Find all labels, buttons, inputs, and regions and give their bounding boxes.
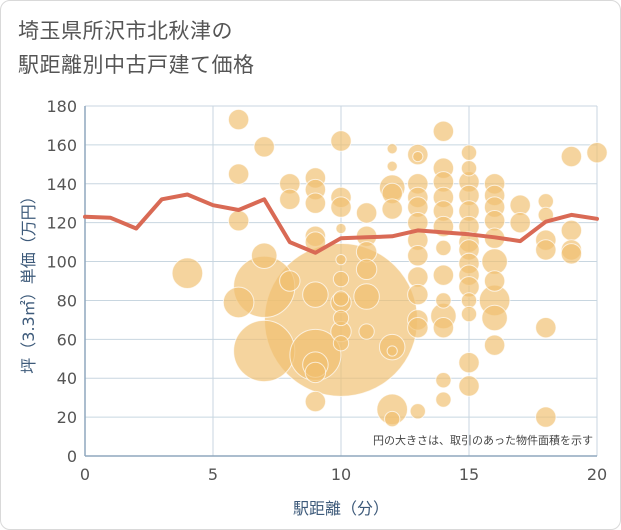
bubble-size-note: 円の大きさは、取引のあった物件面積を示す — [373, 433, 593, 447]
bubble-point — [250, 242, 278, 269]
bubble-point — [335, 254, 347, 266]
bubble-point — [330, 196, 352, 218]
y-tick-label: 100 — [46, 253, 77, 272]
bubble-point — [460, 305, 478, 323]
bubble-point — [537, 193, 554, 210]
bubble-point — [386, 143, 398, 155]
axis-ticks: 0 20 40 60 80 100 120 140 160 180 0 5 10 15 20 — [46, 97, 607, 484]
bubble-point — [460, 144, 478, 161]
bubble-point — [386, 345, 398, 357]
bubble-point — [435, 239, 452, 257]
chart-title: 埼玉県所沢市北秋津の 駅距離別中古戸建て価格 — [18, 14, 255, 82]
bubble-point — [586, 141, 608, 164]
bubble-point — [407, 245, 429, 267]
bubble-point — [227, 210, 250, 232]
bubble-point — [304, 390, 327, 413]
y-tick-label: 180 — [46, 97, 77, 116]
chart-title-line2: 駅距離別中古戸建て価格 — [18, 53, 255, 77]
bubble-point — [432, 316, 455, 339]
bubble-point — [302, 281, 329, 308]
y-tick-label: 160 — [46, 136, 77, 155]
bubble-point — [355, 258, 378, 281]
bubble-point — [279, 270, 301, 292]
x-tick-label: 0 — [80, 465, 90, 484]
bubble-point — [279, 188, 301, 211]
bubble-point — [435, 372, 452, 389]
bubble-point — [332, 309, 350, 327]
x-tick-label: 15 — [459, 465, 479, 484]
bubble-point — [560, 219, 583, 242]
bubble-point — [222, 286, 255, 319]
y-tick-label: 140 — [46, 175, 77, 194]
x-axis-label: 駅距離（分） — [293, 499, 389, 518]
x-tick-label: 20 — [587, 465, 607, 484]
y-tick-label: 40 — [57, 369, 77, 388]
y-tick-label: 20 — [57, 408, 77, 427]
bubble-point — [358, 323, 375, 340]
y-tick-label: 120 — [46, 214, 77, 233]
bubble-point — [335, 222, 347, 235]
bubble-layer — [171, 108, 608, 428]
bubble-point — [458, 351, 480, 374]
y-tick-label: 0 — [67, 447, 77, 466]
bubble-point — [412, 150, 424, 163]
bubble-point — [353, 283, 380, 310]
bubble-point — [509, 211, 531, 234]
bubble-point — [435, 391, 452, 408]
y-tick-label: 60 — [57, 330, 77, 349]
bubble-point — [330, 130, 352, 152]
bubble-point — [386, 160, 398, 172]
bubble-point — [355, 202, 378, 224]
bubble-point — [171, 257, 204, 290]
bubble-point — [481, 304, 508, 332]
bubble-point — [535, 239, 557, 261]
bubble-point — [458, 375, 480, 397]
y-axis-label: 坪（3.3㎡）単価（万円） — [19, 188, 38, 373]
bubble-point — [483, 334, 506, 356]
bubble-point — [332, 270, 350, 288]
bubble-point — [409, 403, 426, 420]
bubble-point — [384, 410, 401, 428]
bubble-point — [332, 290, 350, 307]
bubble-point — [227, 163, 250, 185]
bubble-point — [432, 120, 455, 142]
average-price-line — [83, 192, 599, 255]
bubble-point — [460, 160, 478, 177]
bubble-point — [381, 198, 403, 220]
y-tick-label: 80 — [57, 291, 77, 310]
bubble-point — [253, 136, 275, 158]
bubble-point — [483, 270, 506, 292]
bubble-point — [304, 192, 327, 214]
bubble-point — [560, 243, 583, 265]
bubble-point — [435, 292, 452, 309]
bubble-point — [304, 361, 327, 384]
bubble-point — [332, 335, 350, 352]
bubble-point — [227, 108, 250, 131]
x-tick-label: 5 — [208, 465, 218, 484]
bubble-point — [560, 145, 583, 168]
bubble-point — [432, 264, 455, 286]
x-tick-label: 10 — [331, 465, 351, 484]
bubble-point — [233, 319, 296, 383]
chart-title-line1: 埼玉県所沢市北秋津の — [18, 19, 233, 43]
bubble-point — [407, 283, 429, 306]
bubble-point — [535, 406, 557, 428]
bubble-point — [407, 316, 429, 339]
bubble-point — [460, 292, 478, 309]
bubble-point — [535, 316, 557, 339]
